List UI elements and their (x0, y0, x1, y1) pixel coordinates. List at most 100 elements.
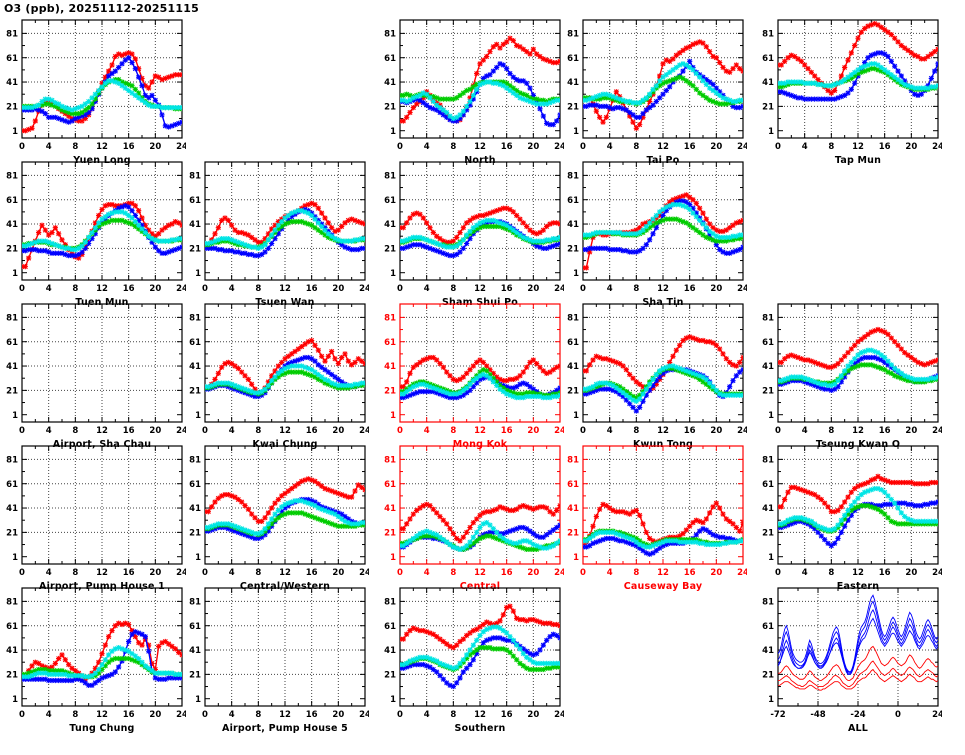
svg-text:81: 81 (189, 598, 201, 608)
svg-text:20: 20 (332, 284, 344, 294)
svg-text:1: 1 (573, 127, 579, 137)
svg-text:81: 81 (189, 314, 201, 324)
plot-area: 1 21 41 61 81 0 4 8 12 16 20 24 (384, 587, 564, 720)
svg-text:8: 8 (633, 426, 639, 436)
svg-text:41: 41 (189, 220, 201, 230)
svg-text:21: 21 (6, 671, 18, 681)
svg-text:61: 61 (384, 622, 396, 632)
svg-text:4: 4 (424, 426, 430, 436)
svg-text:8: 8 (633, 142, 639, 152)
panel-label: Airport, Sha Chau (52, 439, 152, 450)
svg-text:4: 4 (802, 142, 808, 152)
svg-text:1: 1 (390, 695, 396, 705)
svg-text:0: 0 (19, 284, 25, 294)
svg-text:41: 41 (762, 646, 774, 656)
panel-tap-mun: 1 21 41 61 81 0 4 8 12 16 20 24 Tap Mun (762, 14, 942, 166)
svg-text:4: 4 (229, 284, 235, 294)
svg-text:8: 8 (255, 710, 261, 720)
svg-text:81: 81 (384, 30, 396, 40)
svg-text:4: 4 (229, 426, 235, 436)
svg-text:41: 41 (567, 220, 579, 230)
svg-text:12: 12 (96, 568, 108, 578)
svg-text:20: 20 (332, 426, 344, 436)
svg-text:12: 12 (474, 710, 486, 720)
svg-text:21: 21 (384, 103, 396, 113)
svg-text:16: 16 (123, 710, 135, 720)
svg-text:16: 16 (123, 568, 135, 578)
panel-label: Tai Po (646, 155, 680, 166)
svg-text:4: 4 (46, 284, 52, 294)
svg-text:12: 12 (657, 142, 669, 152)
panel-airport-pump-house-1: 1 21 41 61 81 0 4 8 12 16 20 24 Airport, Pump House … (6, 440, 186, 592)
svg-text:20: 20 (149, 284, 161, 294)
svg-text:21: 21 (189, 671, 201, 681)
svg-text:16: 16 (123, 284, 135, 294)
panel-label: Tap Mun (834, 155, 882, 166)
panel-label: Tseung Kwan O (815, 439, 901, 450)
svg-text:21: 21 (189, 245, 201, 255)
svg-text:8: 8 (72, 284, 78, 294)
svg-text:81: 81 (762, 314, 774, 324)
svg-text:20: 20 (149, 426, 161, 436)
svg-text:12: 12 (657, 568, 669, 578)
svg-text:21: 21 (762, 529, 774, 539)
svg-text:41: 41 (6, 504, 18, 514)
panel-causeway-bay: 1 21 41 61 81 0 4 8 12 16 20 24 Causeway Bay (567, 440, 747, 592)
svg-text:8: 8 (450, 284, 456, 294)
svg-text:61: 61 (384, 338, 396, 348)
svg-text:21: 21 (762, 671, 774, 681)
svg-text:12: 12 (474, 426, 486, 436)
svg-text:16: 16 (501, 710, 513, 720)
svg-text:4: 4 (607, 284, 613, 294)
page-title: O3 (ppb), 20251112-20251115 (4, 2, 199, 15)
svg-text:20: 20 (905, 568, 917, 578)
svg-text:20: 20 (710, 426, 722, 436)
plot-area: 1 21 41 61 81 0 4 8 12 16 20 24 (189, 303, 369, 436)
svg-text:21: 21 (567, 103, 579, 113)
svg-text:1: 1 (573, 553, 579, 563)
svg-text:81: 81 (384, 456, 396, 466)
plot-area: 1 21 41 61 81 0 4 8 12 16 20 24 (6, 303, 186, 436)
plot-area: 1 21 41 61 81 0 4 8 12 16 20 24 (6, 587, 186, 720)
svg-text:4: 4 (46, 710, 52, 720)
panel-kwun-tong: 1 21 41 61 81 0 4 8 12 16 20 24 Kwun Tong (567, 298, 747, 450)
svg-text:0: 0 (397, 284, 403, 294)
panel-label: Yuen Long (73, 155, 131, 166)
svg-text:8: 8 (633, 568, 639, 578)
svg-text:61: 61 (6, 338, 18, 348)
panel-sham-shui-po: 1 21 41 61 81 0 4 8 12 16 20 24 Sham Shui Po (384, 156, 564, 308)
plot-area: 1 21 41 61 81 0 4 8 12 16 20 24 (567, 303, 747, 436)
svg-text:-72: -72 (770, 710, 785, 720)
svg-text:4: 4 (802, 426, 808, 436)
svg-text:61: 61 (567, 54, 579, 64)
plot-area: 1 21 41 61 81 0 4 8 12 16 20 24 (762, 445, 942, 578)
svg-text:0: 0 (775, 142, 781, 152)
svg-text:21: 21 (762, 103, 774, 113)
svg-text:21: 21 (6, 245, 18, 255)
svg-text:81: 81 (6, 456, 18, 466)
svg-text:16: 16 (123, 142, 135, 152)
panel-label: Tsuen Wan (255, 297, 315, 308)
svg-text:16: 16 (684, 284, 696, 294)
svg-text:81: 81 (567, 314, 579, 324)
panel-label: Sha Tin (642, 297, 684, 308)
svg-text:12: 12 (96, 142, 108, 152)
svg-text:0: 0 (895, 710, 901, 720)
svg-text:12: 12 (852, 142, 864, 152)
svg-text:41: 41 (567, 362, 579, 372)
svg-text:21: 21 (6, 529, 18, 539)
svg-text:4: 4 (802, 568, 808, 578)
svg-text:4: 4 (424, 710, 430, 720)
svg-text:12: 12 (279, 568, 291, 578)
svg-text:-24: -24 (850, 710, 865, 720)
svg-text:1: 1 (573, 269, 579, 279)
svg-text:24: 24 (176, 284, 186, 294)
svg-text:0: 0 (397, 142, 403, 152)
plot-area: 1 21 41 61 81 0 4 8 12 16 20 24 (189, 445, 369, 578)
svg-text:24: 24 (932, 142, 942, 152)
panel-label: Southern (454, 723, 506, 734)
svg-text:1: 1 (768, 553, 774, 563)
svg-text:1: 1 (12, 127, 18, 137)
panel-label: Causeway Bay (623, 581, 703, 592)
svg-text:0: 0 (580, 142, 586, 152)
